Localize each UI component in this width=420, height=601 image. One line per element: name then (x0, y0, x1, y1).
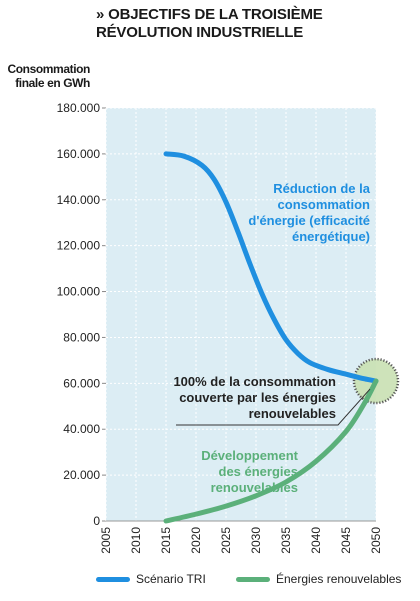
legend-swatch-scenario (96, 576, 130, 582)
legend-swatch-renewables (236, 576, 270, 582)
annotation-efficiency-line: Réduction de la (273, 181, 371, 196)
y-tick-label: 60.000 (63, 376, 100, 390)
annotations: Réduction de la consommation d'énergie (ef… (173, 181, 370, 495)
annotation-renewables-line: renouvelables (211, 480, 298, 495)
x-tick-label: 2015 (159, 527, 173, 554)
chart-title: » OBJECTIFS DE LA TROISIÈME RÉVOLUTION I… (96, 6, 323, 41)
y-tick-labels: 0 20.000 40.000 60.000 80.000 100.000 120.000 1… (57, 101, 101, 528)
plot-background (106, 108, 376, 521)
x-tick-label: 2040 (309, 527, 323, 554)
annotation-efficiency-line: d'énergie (efficacité (248, 213, 370, 228)
y-tick-label: 160.000 (57, 147, 101, 161)
y-tick-label: 100.000 (57, 285, 101, 299)
x-tick-label: 2045 (339, 527, 353, 554)
annotation-full-coverage-line: 100% de la consommation (173, 374, 336, 389)
annotation-efficiency: Réduction de la consommation d'énergie (ef… (248, 181, 370, 244)
grid-lines (102, 107, 377, 522)
annotation-renewables-line: des énergies (219, 464, 299, 479)
annotation-pointer (176, 388, 371, 426)
annotation-efficiency-line: énergétique) (292, 229, 370, 244)
x-tick-label: 2025 (219, 527, 233, 554)
series-line-scenario (163, 151, 379, 384)
legend: Scénario TRI Énergies renouvelables (96, 572, 416, 590)
y-tick-label: 40.000 (63, 422, 100, 436)
y-tick-label: 0 (93, 514, 100, 528)
legend-item-scenario: Scénario TRI (96, 572, 206, 586)
legend-label-scenario: Scénario TRI (136, 572, 206, 586)
annotation-renewables-line: Développement (201, 448, 298, 463)
annotation-full-coverage: 100% de la consommation couverte par les … (173, 374, 336, 421)
y-tick-label: 120.000 (57, 239, 101, 253)
series-lines (163, 151, 379, 524)
x-tick-label: 2050 (369, 527, 383, 554)
annotation-full-coverage-line: couverte par les énergies (179, 390, 336, 405)
x-tick-label: 2020 (189, 527, 203, 554)
y-tick-label: 80.000 (63, 330, 100, 344)
x-tick-label: 2030 (249, 527, 263, 554)
x-tick-labels: 2005 2010 2015 2020 2025 2030 2035 2040 2045 2050 (99, 527, 383, 554)
y-axis-label: Consommation finale en GWh (7, 62, 90, 90)
series-line-renewables (163, 378, 379, 524)
x-tick-label: 2005 (99, 527, 113, 554)
x-tick-label: 2010 (129, 527, 143, 554)
annotation-full-coverage-line: renouvelables (249, 406, 336, 421)
legend-item-renewables: Énergies renouvelables (236, 572, 401, 586)
annotation-efficiency-line: consommation (278, 197, 371, 212)
annotation-renewables: Développement des énergies renouvelables (201, 448, 298, 495)
x-tick-label: 2035 (279, 527, 293, 554)
y-tick-label: 180.000 (57, 101, 101, 115)
legend-label-renewables: Énergies renouvelables (276, 572, 402, 586)
y-tick-label: 140.000 (57, 193, 101, 207)
y-tick-label: 20.000 (63, 468, 100, 482)
